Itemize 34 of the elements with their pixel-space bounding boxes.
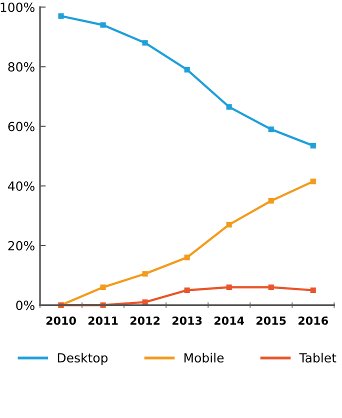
x-tick-label: 2011	[88, 316, 118, 325]
point	[184, 254, 190, 260]
point	[184, 287, 190, 294]
point	[184, 66, 190, 72]
point	[100, 284, 106, 290]
x-tick-label: 2010	[46, 316, 76, 325]
y-tick-label: 0%	[16, 300, 34, 310]
y-tick-label: 60%	[8, 122, 34, 132]
point	[142, 299, 148, 305]
point	[142, 40, 148, 46]
point	[142, 271, 148, 277]
point	[58, 13, 64, 19]
x-tick-label: 2015	[256, 316, 286, 325]
x-tick-label: 2012	[130, 316, 160, 325]
x-tick-label: 2016	[298, 316, 328, 325]
x-tick-label: 2014	[214, 316, 244, 325]
x-tick-label: 2013	[172, 316, 202, 325]
point	[226, 104, 232, 110]
point	[268, 284, 274, 290]
point	[268, 126, 274, 132]
legend-label: Tablet	[299, 352, 336, 363]
point	[100, 22, 106, 28]
y-tick-label: 100%	[0, 2, 34, 12]
y-tick-label: 80%	[8, 62, 34, 72]
point	[310, 287, 316, 294]
y-tick-label: 20%	[8, 241, 34, 250]
point	[226, 284, 232, 290]
point	[310, 178, 316, 184]
point	[226, 222, 232, 228]
point	[310, 142, 316, 148]
y-tick-label: 40%	[8, 181, 34, 191]
legend-label: Mobile	[184, 352, 224, 363]
point	[268, 198, 274, 204]
legend-label: Desktop	[58, 352, 108, 365]
